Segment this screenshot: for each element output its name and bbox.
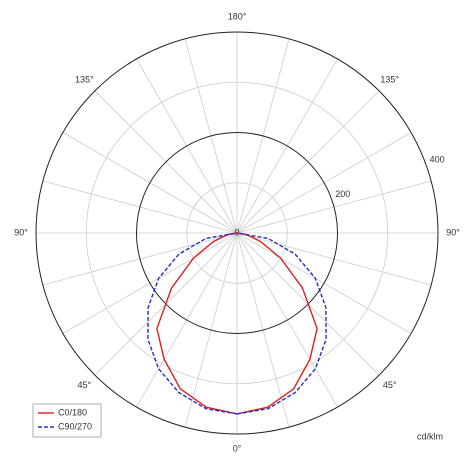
angle-label: 180°	[228, 11, 247, 21]
angle-label: 0°	[233, 443, 242, 453]
series-line	[156, 232, 238, 415]
series-line	[147, 232, 238, 415]
unit-label: cd/klm	[417, 431, 443, 441]
tick-ring	[35, 31, 439, 435]
angle-label: 45°	[77, 380, 91, 390]
legend-box	[32, 403, 102, 438]
grid-ring	[85, 81, 389, 385]
series-line	[236, 232, 327, 415]
angle-label: 135°	[380, 75, 399, 85]
r-origin-label: 0	[234, 227, 239, 237]
tick-ring	[136, 132, 338, 334]
r-tick-label: 400	[430, 155, 445, 165]
legend-label: C0/180	[58, 407, 87, 417]
r-tick-label: 200	[335, 189, 350, 199]
angle-label: 135°	[75, 75, 94, 85]
angle-label: 90°	[14, 227, 28, 237]
angle-label: 90°	[446, 227, 460, 237]
series-line	[236, 232, 318, 415]
legend-label: C90/270	[58, 421, 92, 431]
grid-ring	[186, 182, 288, 284]
angle-label: 45°	[383, 380, 397, 390]
